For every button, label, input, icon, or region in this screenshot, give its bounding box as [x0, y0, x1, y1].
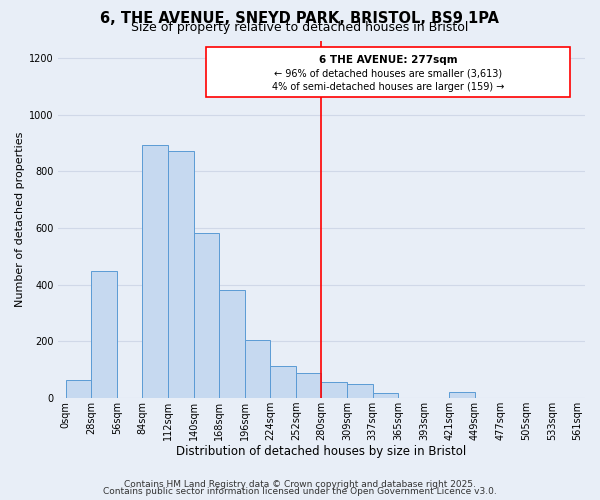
- Bar: [65, 380, 91, 398]
- Bar: [245, 340, 271, 398]
- Bar: [91, 271, 117, 398]
- Y-axis label: Number of detached properties: Number of detached properties: [15, 132, 25, 307]
- Bar: [373, 393, 398, 398]
- Text: 6, THE AVENUE, SNEYD PARK, BRISTOL, BS9 1PA: 6, THE AVENUE, SNEYD PARK, BRISTOL, BS9 …: [101, 11, 499, 26]
- Bar: [322, 382, 347, 398]
- FancyBboxPatch shape: [206, 47, 569, 97]
- Bar: [194, 233, 219, 398]
- Bar: [219, 290, 245, 398]
- Text: 6 THE AVENUE: 277sqm: 6 THE AVENUE: 277sqm: [319, 54, 457, 64]
- Text: 4% of semi-detached houses are larger (159) →: 4% of semi-detached houses are larger (1…: [272, 82, 504, 92]
- Text: Contains HM Land Registry data © Crown copyright and database right 2025.: Contains HM Land Registry data © Crown c…: [124, 480, 476, 489]
- Text: Contains public sector information licensed under the Open Government Licence v3: Contains public sector information licen…: [103, 488, 497, 496]
- Bar: [449, 392, 475, 398]
- Text: ← 96% of detached houses are smaller (3,613): ← 96% of detached houses are smaller (3,…: [274, 68, 502, 78]
- Bar: [347, 384, 373, 398]
- X-axis label: Distribution of detached houses by size in Bristol: Distribution of detached houses by size …: [176, 444, 467, 458]
- Text: Size of property relative to detached houses in Bristol: Size of property relative to detached ho…: [131, 22, 469, 35]
- Bar: [271, 366, 296, 398]
- Bar: [142, 145, 168, 398]
- Bar: [296, 373, 322, 398]
- Bar: [168, 150, 194, 398]
